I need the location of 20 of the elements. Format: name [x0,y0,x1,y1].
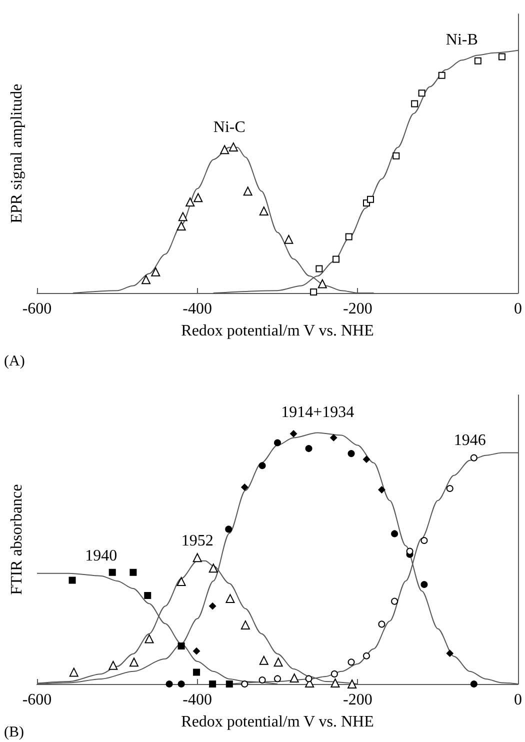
x-tick-label: -400 [182,300,212,318]
text: (A) [4,354,25,370]
x-tick-label: -600 [22,300,52,318]
x-tick-label: -400 [182,692,212,708]
x-tick-label: 0 [514,692,522,708]
x-axis-title: Redox potential/m V vs. NHE [181,322,374,340]
x-tick-label: 0 [514,300,522,318]
series-label: 1952 [181,532,214,550]
series-label: 1914+1934 [281,404,354,422]
series-label: Ni-C [213,118,246,136]
series-label: 1946 [454,432,486,449]
text: (B) [4,724,24,740]
x-tick-label: -200 [343,300,372,318]
x-tick-label: -600 [22,692,52,708]
y-axis-title: FTIR absorbance [8,484,26,595]
series-label: 1940 [85,547,118,564]
y-axis-title: EPR signal amplitude [8,84,26,224]
x-axis-title: Redox potential/m V vs. NHE [181,714,374,730]
x-tick-label: -200 [343,692,372,708]
series-label: Ni-B [446,32,478,49]
